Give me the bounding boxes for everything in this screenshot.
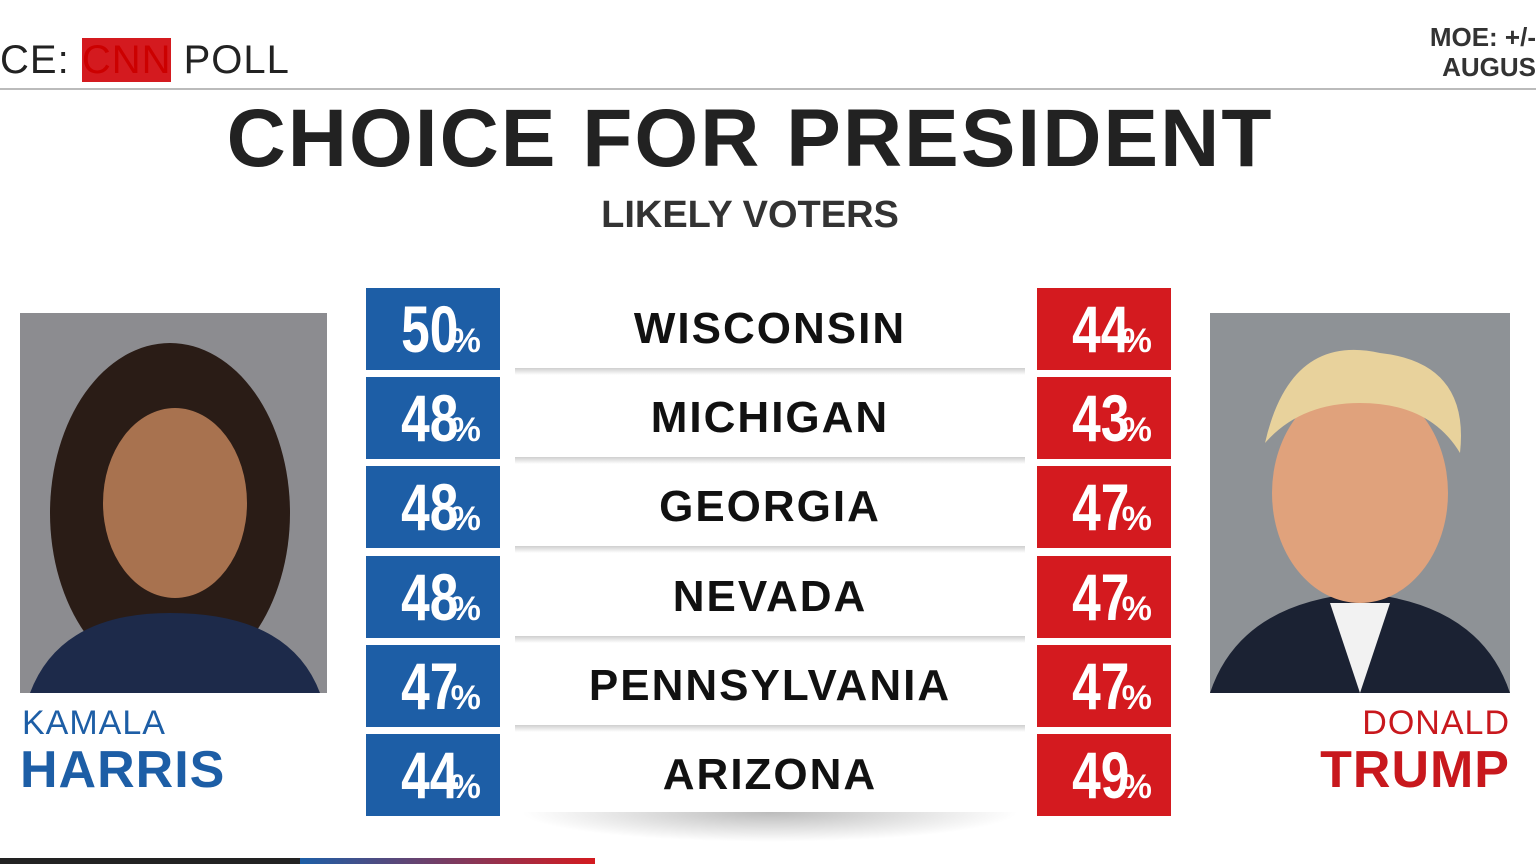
row-separator (515, 457, 1025, 465)
percent-sign: % (1121, 678, 1152, 717)
state-name: MICHIGAN (650, 393, 890, 443)
trump-cell: 44% (1037, 288, 1171, 370)
bottom-bar (0, 858, 300, 864)
source-suffix: POLL (183, 38, 290, 82)
trump-value: 47 (1072, 470, 1130, 545)
trump-cell: 43% (1037, 377, 1171, 460)
header-rule (0, 88, 1536, 90)
right-last-name: TRUMP (1320, 741, 1510, 799)
state-name: ARIZONA (662, 750, 878, 799)
percent-sign: % (450, 768, 481, 806)
percent-sign: % (1121, 589, 1152, 628)
row-separator (515, 635, 1025, 643)
moe-block: MOE: +/- AUGUS (1430, 22, 1536, 82)
state-name: GEORGIA (659, 482, 881, 532)
harris-value: 48 (401, 470, 459, 545)
trump-photo (1210, 313, 1510, 693)
state-name: WISCONSIN (633, 304, 907, 353)
trump-value: 49 (1072, 738, 1130, 812)
row-separator (515, 724, 1025, 732)
trump-value: 44 (1072, 292, 1130, 366)
harris-cell: 48% (366, 466, 500, 549)
percent-sign: % (450, 500, 481, 539)
harris-value: 48 (401, 381, 459, 456)
row-separator (515, 546, 1025, 554)
harris-cell: 47% (366, 644, 500, 727)
percent-sign: % (1121, 768, 1152, 806)
trump-cell: 47% (1037, 644, 1171, 727)
trump-cell: 49% (1037, 734, 1171, 816)
harris-cell: 44% (366, 734, 500, 816)
table-shadow (520, 812, 1020, 842)
harris-value: 44 (401, 738, 459, 812)
state-name: PENNSYLVANIA (588, 660, 952, 710)
percent-sign: % (450, 589, 481, 628)
trump-cell: 47% (1037, 555, 1171, 638)
harris-cell: 50% (366, 288, 500, 370)
right-first-name: DONALD (1362, 704, 1510, 742)
percent-sign: % (1121, 500, 1152, 539)
source-name: CNN (81, 38, 172, 82)
harris-value: 50 (401, 292, 459, 366)
moe: MOE: +/- (1429, 22, 1536, 52)
date: AUGUS (1442, 52, 1536, 82)
trump-value: 47 (1072, 648, 1130, 723)
percent-sign: % (1121, 411, 1152, 450)
bottom-bar-color (300, 858, 595, 864)
left-last-name: HARRIS (20, 741, 226, 799)
harris-photo (20, 313, 327, 693)
percent-sign: % (1121, 322, 1152, 360)
percent-sign: % (450, 678, 481, 717)
harris-value: 48 (401, 559, 459, 634)
percent-sign: % (450, 411, 481, 450)
harris-cell: 48% (366, 555, 500, 638)
trump-value: 43 (1072, 381, 1130, 456)
trump-value: 47 (1072, 559, 1130, 634)
title: CHOICE FOR PRESIDENT (226, 93, 1274, 184)
trump-cell: 47% (1037, 466, 1171, 549)
source-prefix: CE: (0, 38, 70, 82)
percent-sign: % (450, 322, 481, 360)
source: CE: CNN POLL (0, 38, 290, 83)
left-first-name: KAMALA (22, 704, 166, 742)
subtitle: LIKELY VOTERS (601, 194, 899, 236)
row-separator (515, 368, 1025, 375)
harris-cell: 48% (366, 377, 500, 460)
harris-value: 47 (401, 648, 459, 723)
state-name: NEVADA (672, 571, 868, 621)
